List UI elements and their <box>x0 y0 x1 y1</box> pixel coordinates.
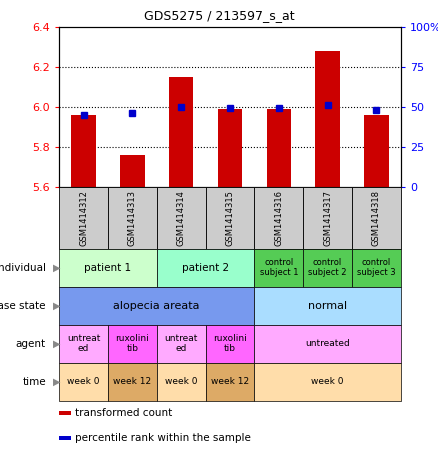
Text: normal: normal <box>308 301 347 311</box>
Text: ruxolini
tib: ruxolini tib <box>213 334 247 353</box>
Text: ▶: ▶ <box>53 263 61 273</box>
Bar <box>254 249 303 287</box>
Text: GSM1414318: GSM1414318 <box>372 190 381 246</box>
Bar <box>254 287 401 325</box>
Text: week 12: week 12 <box>113 377 152 386</box>
Bar <box>303 187 352 249</box>
Bar <box>352 187 401 249</box>
Bar <box>205 325 254 363</box>
Text: transformed count: transformed count <box>74 408 172 418</box>
Text: GSM1414314: GSM1414314 <box>177 190 186 246</box>
Text: individual: individual <box>0 263 46 273</box>
Text: GSM1414313: GSM1414313 <box>128 190 137 246</box>
Bar <box>59 249 157 287</box>
Text: untreat
ed: untreat ed <box>164 334 198 353</box>
Text: week 12: week 12 <box>211 377 249 386</box>
Text: ▶: ▶ <box>53 301 61 311</box>
Text: GSM1414312: GSM1414312 <box>79 190 88 246</box>
Text: control
subject 3: control subject 3 <box>357 258 396 277</box>
Text: alopecia areata: alopecia areata <box>113 301 200 311</box>
Text: ▶: ▶ <box>53 377 61 387</box>
Bar <box>59 436 71 440</box>
Text: GSM1414317: GSM1414317 <box>323 190 332 246</box>
Text: percentile rank within the sample: percentile rank within the sample <box>74 433 251 443</box>
Bar <box>108 187 157 249</box>
Text: control
subject 1: control subject 1 <box>259 258 298 277</box>
Bar <box>352 249 401 287</box>
Text: GSM1414316: GSM1414316 <box>274 190 283 246</box>
Text: patient 1: patient 1 <box>85 263 131 273</box>
Text: untreated: untreated <box>305 339 350 348</box>
Bar <box>303 249 352 287</box>
Bar <box>254 325 401 363</box>
Bar <box>254 363 401 401</box>
Bar <box>59 411 71 415</box>
Bar <box>157 187 205 249</box>
Bar <box>205 187 254 249</box>
Text: ▶: ▶ <box>53 339 61 349</box>
Bar <box>254 187 303 249</box>
Bar <box>169 77 193 187</box>
Bar <box>108 325 157 363</box>
Text: week 0: week 0 <box>311 377 344 386</box>
Bar <box>364 115 389 187</box>
Text: patient 2: patient 2 <box>182 263 229 273</box>
Text: time: time <box>22 377 46 387</box>
Text: ruxolini
tib: ruxolini tib <box>116 334 149 353</box>
Bar <box>120 155 145 187</box>
Text: untreat
ed: untreat ed <box>67 334 100 353</box>
Bar <box>59 325 108 363</box>
Bar <box>218 109 242 187</box>
Bar <box>71 115 96 187</box>
Text: agent: agent <box>16 339 46 349</box>
Text: week 0: week 0 <box>165 377 198 386</box>
Text: disease state: disease state <box>0 301 46 311</box>
Bar <box>267 109 291 187</box>
Text: week 0: week 0 <box>67 377 100 386</box>
Bar <box>108 363 157 401</box>
Text: GDS5275 / 213597_s_at: GDS5275 / 213597_s_at <box>144 9 294 22</box>
Text: control
subject 2: control subject 2 <box>308 258 347 277</box>
Bar <box>157 363 205 401</box>
Bar <box>157 325 205 363</box>
Bar <box>315 51 340 187</box>
Bar <box>59 363 108 401</box>
Bar <box>59 287 254 325</box>
Text: GSM1414315: GSM1414315 <box>226 190 234 246</box>
Bar <box>205 363 254 401</box>
Bar <box>59 187 108 249</box>
Bar <box>157 249 254 287</box>
